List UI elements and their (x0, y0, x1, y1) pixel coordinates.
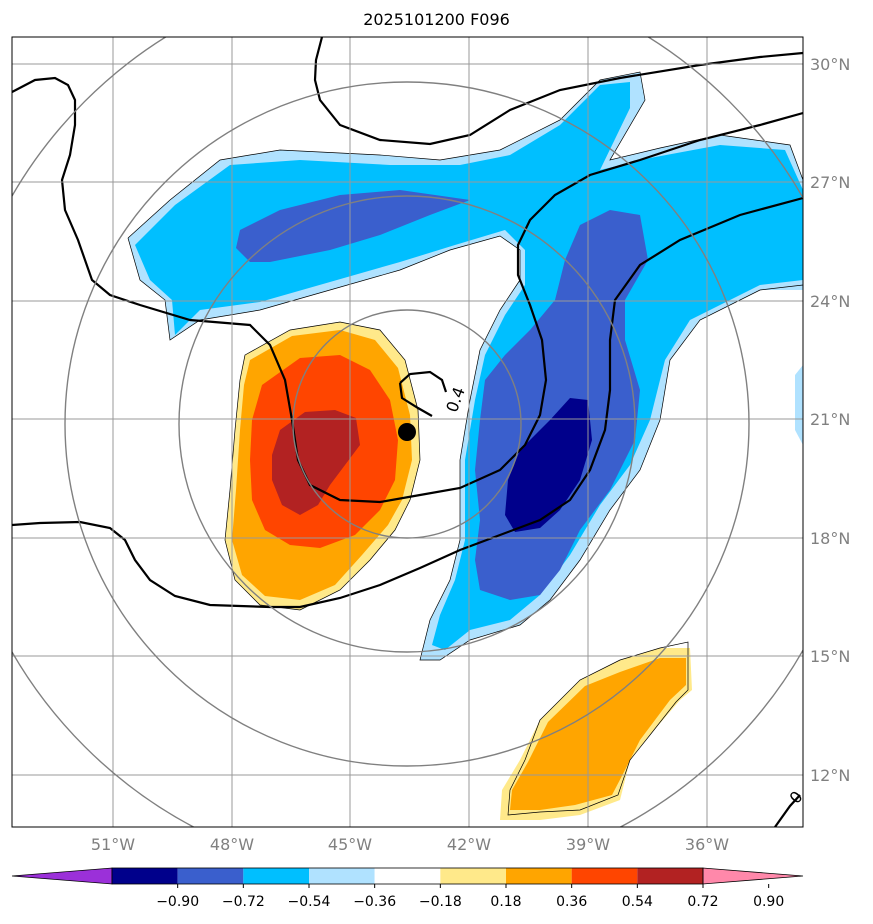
colorbar-extension-low (11, 867, 113, 885)
lat-label-12n: 12°N (810, 766, 850, 785)
colorbar-tick-label: 0.90 (753, 894, 784, 910)
colorbar-tick-label: 0.18 (490, 894, 521, 910)
colorbar-outline (111, 867, 704, 885)
graticule (12, 37, 803, 827)
lat-label-18n: 18°N (810, 529, 850, 548)
colorbar-bin (440, 868, 506, 884)
lat-label-21n: 21°N (810, 410, 850, 429)
shade-navy (505, 398, 592, 532)
lon-label-45w: 45°W (328, 835, 372, 854)
colorbar-bin (374, 868, 441, 884)
lat-label-24n: 24°N (810, 292, 850, 311)
colorbar-tick-label: 0.54 (622, 894, 653, 910)
contour-label-0.4: 0.4 (442, 384, 469, 414)
colorbar-bin (112, 868, 178, 884)
range-rings (12, 37, 803, 827)
colorbar-bin (571, 868, 638, 884)
map-frame (11, 36, 804, 828)
map-area: 0.4 0 (12, 37, 803, 827)
colorbar-extension-high (702, 867, 804, 885)
colorbar-tick-label: −0.18 (419, 894, 462, 910)
colorbar-bin (177, 868, 244, 884)
colorbar-bin (637, 868, 703, 884)
map-title: 2025101200 F096 (363, 10, 510, 29)
thin-contours (127, 71, 803, 816)
colorbar-tick-label: 0.72 (687, 894, 718, 910)
colorbar-tick-label: −0.90 (156, 894, 199, 910)
colorbar-tick-label: 0.36 (556, 894, 587, 910)
colorbar: −0.90 −0.72 −0.54 −0.36 −0.18 0.18 0.36 0.54 0.7… (11, 867, 804, 910)
colorbar-bin (243, 868, 309, 884)
colorbar-tick-label: −0.36 (353, 894, 396, 910)
lat-label-15n: 15°N (810, 647, 850, 666)
lon-label-42w: 42°W (447, 835, 491, 854)
lon-label-36w: 36°W (685, 835, 729, 854)
lon-label-51w: 51°W (91, 835, 135, 854)
colorbar-tick-label: −0.54 (288, 894, 331, 910)
colorbar-bin (309, 868, 375, 884)
lat-label-27n: 27°N (810, 173, 850, 192)
storm-center-marker (398, 423, 416, 441)
lat-label-30n: 30°N (810, 55, 850, 74)
lon-label-48w: 48°W (210, 835, 254, 854)
colorbar-tick-label: −0.72 (222, 894, 265, 910)
colorbar-bin (506, 868, 572, 884)
lon-label-39w: 39°W (566, 835, 610, 854)
